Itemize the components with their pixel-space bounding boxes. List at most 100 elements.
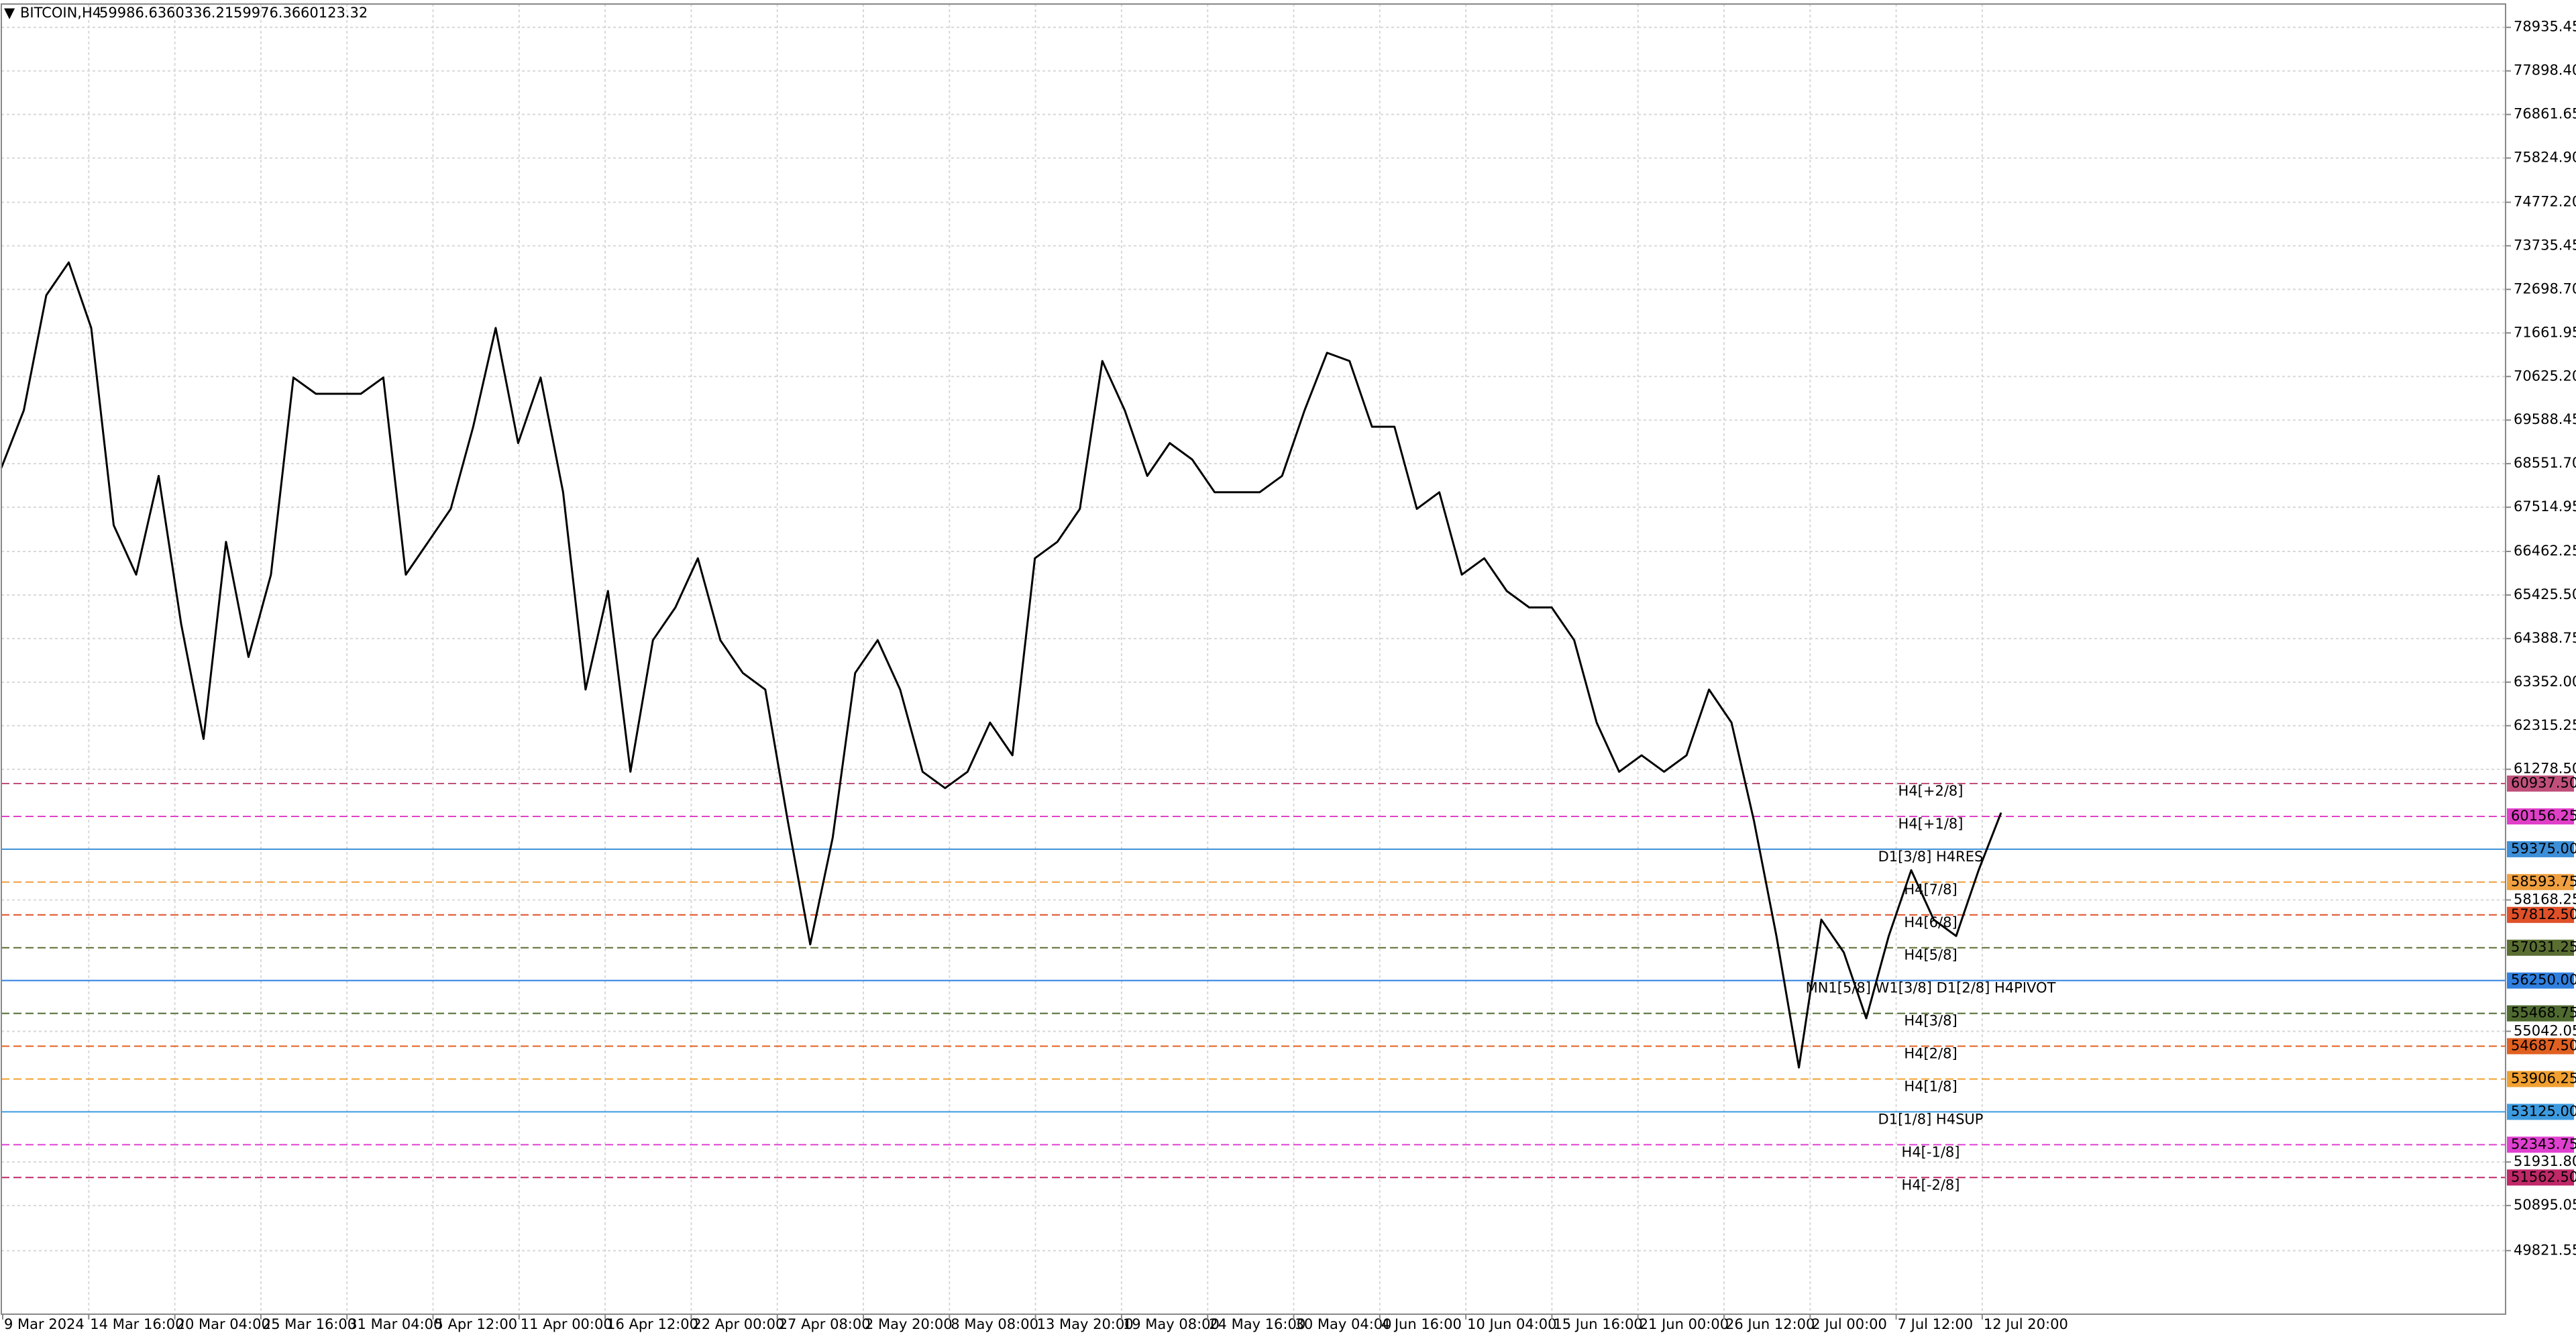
y-tick-label: 76861.65 bbox=[2514, 106, 2576, 122]
price-tag-label: 51562.50 bbox=[2511, 1169, 2576, 1185]
price-tag-label: 56250.00 bbox=[2511, 972, 2576, 988]
price-tag-label: 57812.50 bbox=[2511, 906, 2576, 922]
x-tick-label: 10 Jun 04:00 bbox=[1467, 1316, 1556, 1332]
price-tag bbox=[2507, 1136, 2574, 1153]
y-tick-label: 73735.45 bbox=[2514, 237, 2576, 253]
level-label: H4[6/8] bbox=[1904, 914, 1957, 930]
price-line bbox=[0, 261, 2002, 1069]
level-label: D1[1/8] H4SUP bbox=[1878, 1111, 1984, 1127]
plot-frame bbox=[1, 3, 2506, 1315]
level-label: H4[+2/8] bbox=[1898, 783, 1964, 799]
price-tag bbox=[2507, 873, 2574, 890]
y-tick-label: 71661.95 bbox=[2514, 324, 2576, 340]
price-tag bbox=[2507, 906, 2574, 923]
y-tick-label: 63352.00 bbox=[2514, 674, 2576, 690]
symbol: BITCOIN,H4 bbox=[20, 5, 101, 21]
y-tick-label: 65425.50 bbox=[2514, 586, 2576, 602]
price-tag-label: 60937.50 bbox=[2511, 775, 2576, 791]
y-tick-label: 68551.70 bbox=[2514, 455, 2576, 471]
price-tag bbox=[2507, 939, 2574, 956]
y-tick-label: 58168.25 bbox=[2514, 892, 2576, 908]
y-tick-label: 77898.40 bbox=[2514, 62, 2576, 78]
x-tick-label: 30 May 04:00 bbox=[1295, 1316, 1392, 1332]
x-tick-label: 13 May 20:00 bbox=[1037, 1316, 1134, 1332]
level-label: H4[1/8] bbox=[1904, 1078, 1957, 1094]
price-tag bbox=[2507, 1169, 2574, 1186]
level-label: H4[-1/8] bbox=[1902, 1144, 1960, 1160]
price-tag-label: 59375.00 bbox=[2511, 841, 2576, 857]
x-tick-label: 9 Mar 2024 bbox=[4, 1316, 85, 1332]
x-tick-label: 8 May 08:00 bbox=[951, 1316, 1038, 1332]
y-tick-label: 66462.25 bbox=[2514, 543, 2576, 559]
x-tick-label: 31 Mar 04:00 bbox=[348, 1316, 442, 1332]
x-tick-label: 4 Jun 16:00 bbox=[1381, 1316, 1462, 1332]
level-label: H4[-2/8] bbox=[1902, 1177, 1960, 1193]
x-tick-label: 24 May 16:00 bbox=[1209, 1316, 1305, 1332]
level-label: H4[5/8] bbox=[1904, 947, 1957, 963]
x-tick-label: 19 May 08:00 bbox=[1123, 1316, 1220, 1332]
price-tag-label: 53125.00 bbox=[2511, 1103, 2576, 1119]
y-tick-label: 62315.25 bbox=[2514, 717, 2576, 733]
y-tick-label: 74772.20 bbox=[2514, 194, 2576, 210]
level-label: H4[+1/8] bbox=[1898, 816, 1964, 832]
price-tag bbox=[2507, 841, 2574, 857]
y-tick-label: 78935.45 bbox=[2514, 19, 2576, 35]
price-tag bbox=[2507, 1071, 2574, 1087]
y-tick-label: 75824.90 bbox=[2514, 150, 2576, 166]
x-tick-label: 27 Apr 08:00 bbox=[779, 1316, 871, 1332]
y-tick-label: 51931.80 bbox=[2514, 1153, 2576, 1169]
y-tick-label: 61278.50 bbox=[2514, 761, 2576, 777]
price-tag-label: 54687.50 bbox=[2511, 1038, 2576, 1054]
x-tick-label: 21 Jun 00:00 bbox=[1640, 1316, 1729, 1332]
price-tag-label: 55468.75 bbox=[2511, 1005, 2576, 1021]
price-tag-label: 57031.25 bbox=[2511, 939, 2576, 955]
low-price: 59976.36 bbox=[233, 5, 301, 21]
x-tick-label: 16 Apr 12:00 bbox=[606, 1316, 698, 1332]
grid bbox=[1, 4, 2506, 1314]
price-tag bbox=[2507, 808, 2574, 824]
y-tick-label: 69588.45 bbox=[2514, 411, 2576, 427]
y-tick-label: 70625.20 bbox=[2514, 368, 2576, 384]
x-tick-label: 14 Mar 16:00 bbox=[90, 1316, 184, 1332]
level-label: D1[3/8] H4RES bbox=[1878, 849, 1984, 865]
price-tag bbox=[2507, 1038, 2574, 1055]
x-tick-label: 5 Apr 12:00 bbox=[435, 1316, 518, 1332]
level-label: MN1[5/8] W1[3/8] D1[2/8] H4PIVOT bbox=[1806, 980, 2056, 996]
price-tag bbox=[2507, 1104, 2574, 1120]
price-tag bbox=[2507, 775, 2574, 792]
y-tick-label: 55042.05 bbox=[2514, 1022, 2576, 1038]
price-tag-label: 53906.25 bbox=[2511, 1070, 2576, 1086]
y-tick-label: 67514.95 bbox=[2514, 498, 2576, 515]
price-tag-label: 52343.75 bbox=[2511, 1136, 2576, 1152]
y-tick-label: 72698.70 bbox=[2514, 280, 2576, 297]
price-tag-label: 58593.75 bbox=[2511, 873, 2576, 890]
x-tick-label: 12 Jul 20:00 bbox=[1984, 1316, 2068, 1332]
x-tick-label: 7 Jul 12:00 bbox=[1898, 1316, 1974, 1332]
y-tick-label: 50895.05 bbox=[2514, 1197, 2576, 1213]
x-tick-label: 2 May 20:00 bbox=[865, 1316, 953, 1332]
price-tag-label: 60156.25 bbox=[2511, 808, 2576, 824]
level-label: H4[7/8] bbox=[1904, 881, 1957, 898]
axes: 78935.45 77898.40 76861.65 75824.90 74772.20… bbox=[2, 19, 2576, 1332]
open-price: 59986.63 bbox=[99, 5, 166, 21]
level-label: H4[2/8] bbox=[1904, 1046, 1957, 1062]
level-label: H4[3/8] bbox=[1904, 1013, 1957, 1029]
x-tick-label: 2 Jul 00:00 bbox=[1811, 1316, 1887, 1332]
plot: H4[+2/8] H4[+1/8] D1[3/8] H4RES H4[7/8] H4[6… bbox=[0, 261, 2506, 1193]
y-tick-label: 64388.75 bbox=[2514, 630, 2576, 646]
x-tick-label: 20 Mar 04:00 bbox=[176, 1316, 270, 1332]
x-tick-label: 26 Jun 12:00 bbox=[1725, 1316, 1815, 1332]
x-tick-label: 22 Apr 00:00 bbox=[692, 1316, 784, 1332]
collapse-icon[interactable]: ▼ bbox=[4, 5, 15, 21]
price-tag bbox=[2507, 1005, 2574, 1022]
x-tick-label: 15 Jun 16:00 bbox=[1553, 1316, 1642, 1332]
y-tick-label: 49821.55 bbox=[2514, 1242, 2576, 1258]
x-tick-label: 11 Apr 00:00 bbox=[521, 1316, 612, 1332]
x-tick-label: 25 Mar 16:00 bbox=[262, 1316, 356, 1332]
close-price: 60123.32 bbox=[301, 5, 368, 21]
high-price: 60336.21 bbox=[166, 5, 233, 21]
price-tag bbox=[2507, 972, 2574, 989]
